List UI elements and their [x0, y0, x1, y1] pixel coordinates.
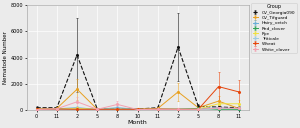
Y-axis label: Nematode Number: Nematode Number	[3, 31, 8, 84]
Legend: CV_Georgia090, CV_Tifguard, Hairy_vetch, Red_clover, Rye, Triticale, Wheat, Whit: CV_Georgia090, CV_Tifguard, Hairy_vetch,…	[251, 3, 297, 53]
X-axis label: Month: Month	[128, 120, 148, 125]
